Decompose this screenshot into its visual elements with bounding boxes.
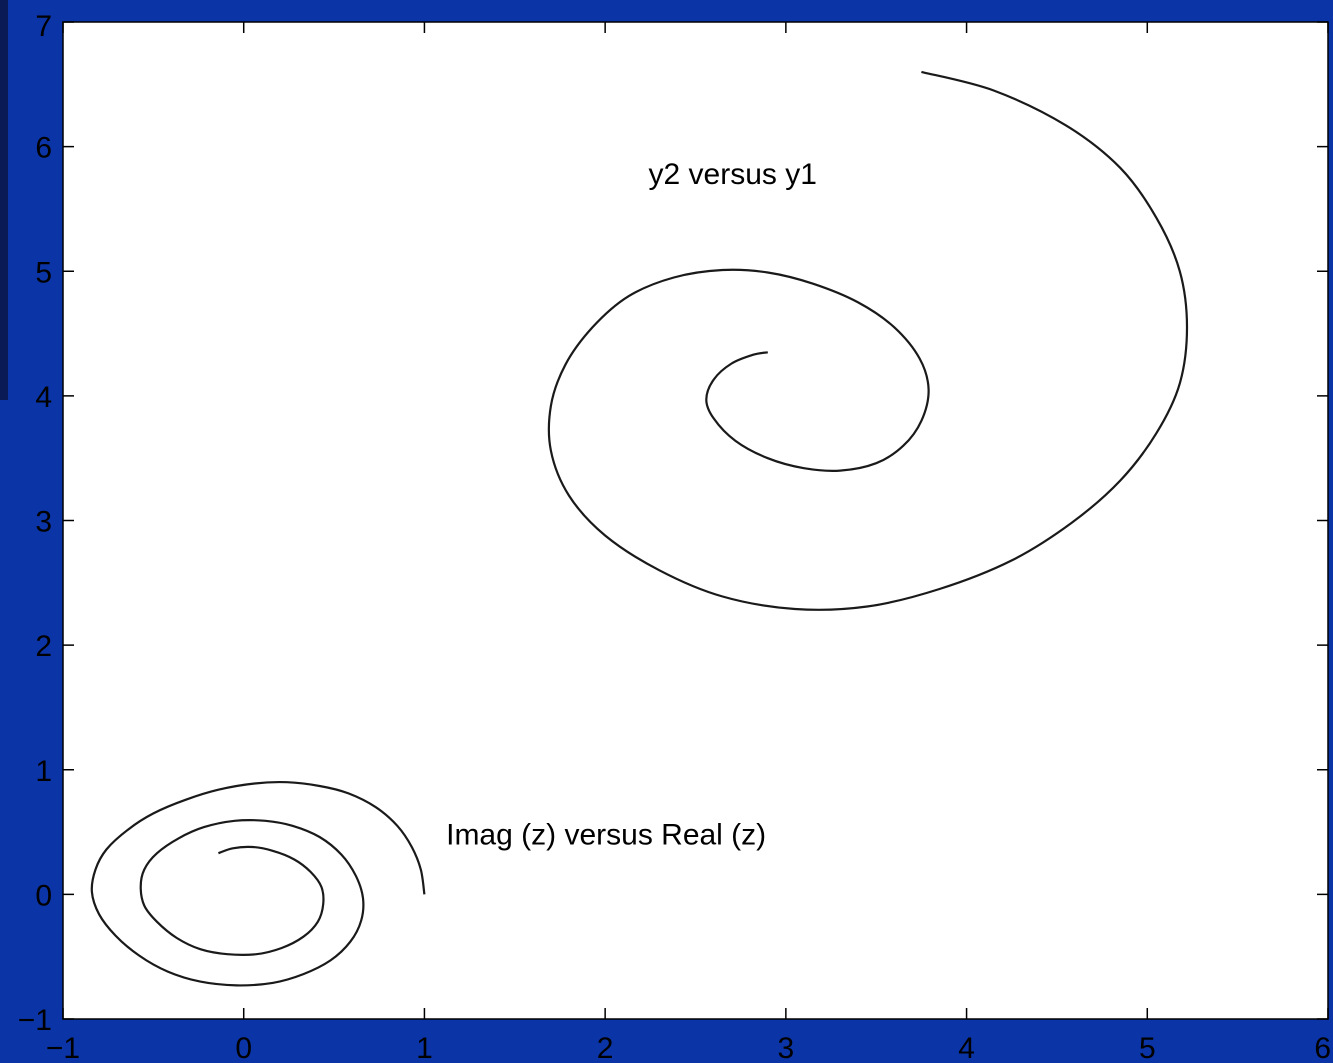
y-tick-label: 0 xyxy=(35,879,52,912)
x-tick-label: 1 xyxy=(416,1032,433,1063)
y-tick-labels: −1 0 1 2 3 4 5 6 7 xyxy=(18,10,52,1037)
y-tick-label: 3 xyxy=(35,506,52,539)
y-tick-label: 1 xyxy=(35,755,52,788)
annotation-label: y2 versus y1 xyxy=(649,158,817,191)
y-tick-label: −1 xyxy=(18,1004,52,1037)
axis-ticks xyxy=(62,21,1329,1020)
x-tick-label: 5 xyxy=(1139,1032,1156,1063)
curves xyxy=(90,70,1189,987)
x-tick-label: 6 xyxy=(1314,1032,1331,1063)
x-tick-label: −1 xyxy=(46,1032,80,1063)
x-tick-label: 4 xyxy=(958,1032,975,1063)
x-tick-label: 2 xyxy=(597,1032,614,1063)
slide-background-dark-band xyxy=(0,0,8,400)
spiral-curve xyxy=(547,70,1189,611)
y-tick-label: 5 xyxy=(35,256,52,289)
annotations: y2 versus y1 Imag (z) versus Real (z) xyxy=(446,158,817,852)
y-tick-label: 7 xyxy=(35,10,52,43)
x-tick-labels: −1 0 1 2 3 4 5 6 xyxy=(46,1032,1331,1063)
x-tick-label: 3 xyxy=(778,1032,795,1063)
y-tick-label: 2 xyxy=(35,630,52,663)
x-tick-label: 0 xyxy=(235,1032,252,1063)
y-tick-label: 6 xyxy=(35,132,52,165)
spiral-curve xyxy=(90,780,426,987)
plot-area xyxy=(62,21,1329,1020)
y-tick-label: 4 xyxy=(35,381,52,414)
annotation-label: Imag (z) versus Real (z) xyxy=(446,819,766,852)
